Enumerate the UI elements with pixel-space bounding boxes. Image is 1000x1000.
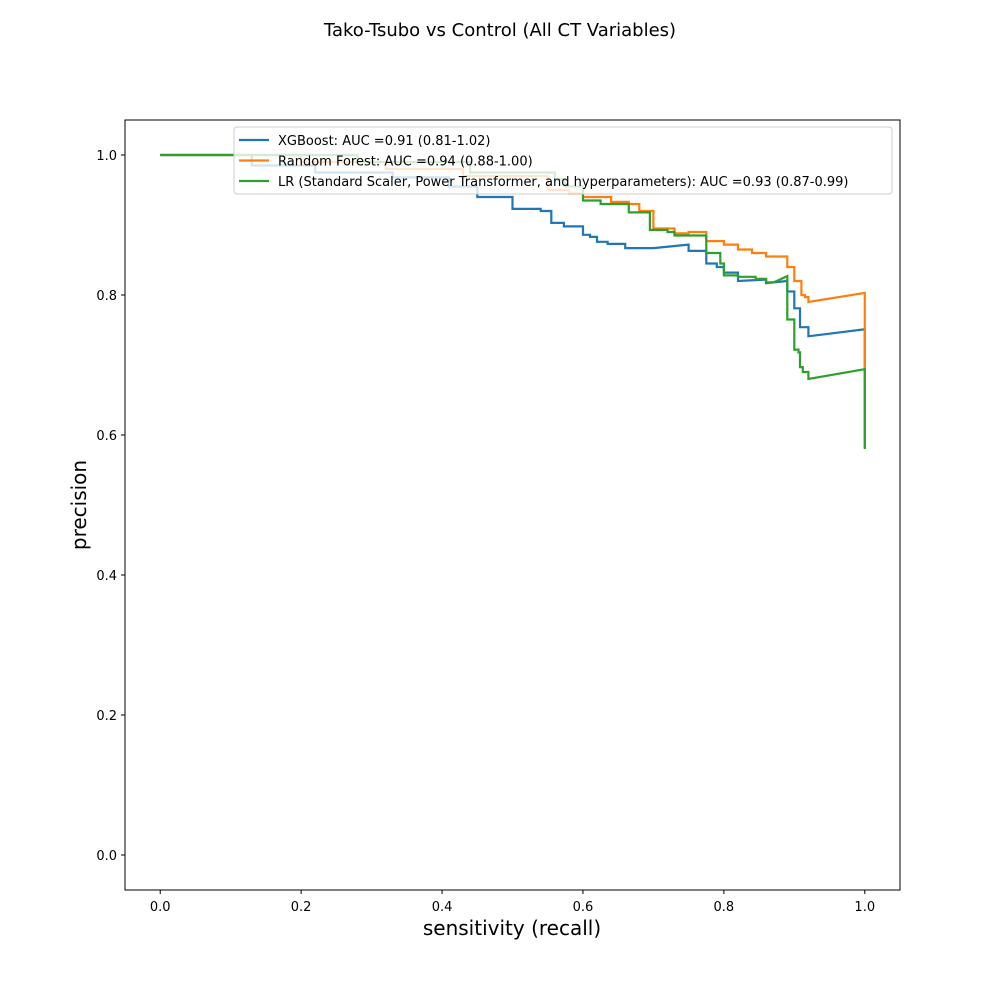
legend-box — [233, 126, 893, 195]
legend: XGBoost: AUC =0.91 (0.81-1.02) Random For… — [233, 126, 893, 195]
y-tick-label: 0.4 — [96, 569, 117, 584]
plot-frame — [124, 119, 901, 891]
y-tick-label: 0.2 — [96, 709, 117, 724]
y-tick-label: 1.0 — [96, 149, 117, 164]
y-axis-ticks: 0.0 0.2 0.4 0.6 0.8 1.0 — [96, 149, 125, 864]
x-tick-label: 0.2 — [291, 900, 312, 915]
legend-label: Random Forest: AUC =0.94 (0.88-1.00) — [278, 155, 533, 170]
x-tick-label: 0.4 — [432, 900, 453, 915]
x-tick-label: 0.0 — [150, 900, 171, 915]
y-tick-label: 0.0 — [96, 849, 117, 864]
legend-label: LR (Standard Scaler, Power Transformer, … — [278, 175, 848, 190]
x-axis-label: sensitivity (recall) — [423, 916, 601, 940]
x-tick-label: 0.8 — [714, 900, 735, 915]
y-tick-label: 0.8 — [96, 289, 117, 304]
x-tick-label: 0.6 — [573, 900, 594, 915]
x-axis-ticks: 0.0 0.2 0.4 0.6 0.8 1.0 — [150, 890, 875, 915]
legend-label: XGBoost: AUC =0.91 (0.81-1.02) — [278, 134, 491, 149]
y-tick-label: 0.6 — [96, 429, 117, 444]
chart-title: Tako-Tsubo vs Control (All CT Variables) — [323, 20, 676, 41]
y-axis-label: precision — [67, 460, 91, 550]
x-tick-label: 1.0 — [854, 900, 875, 915]
plot-area — [125, 120, 900, 890]
